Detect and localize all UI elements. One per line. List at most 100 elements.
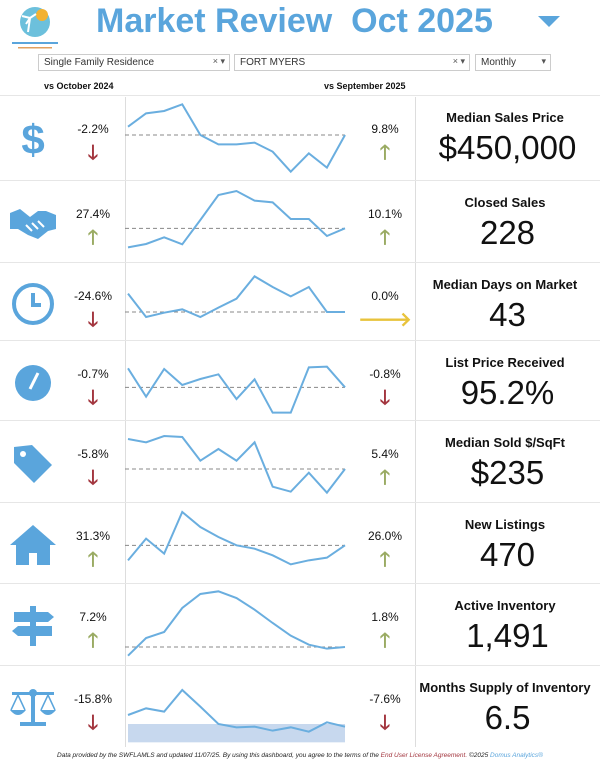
arrow-down-icon: 🡓 [87, 467, 99, 489]
clear-dropdown-icon[interactable]: × ▾ [452, 56, 465, 67]
metric-name: Median Days on Market [432, 277, 578, 292]
vs-month-change: -7.6% [369, 692, 401, 706]
sparkline-chart [125, 103, 346, 174]
handshake-icon [10, 209, 56, 239]
arrow-down-icon: 🡓 [379, 387, 391, 409]
trend-line [127, 434, 346, 495]
sparkline-chart [127, 688, 346, 743]
arrow-down-icon: 🡓 [87, 712, 99, 734]
arrow-up-icon: 🡑 [379, 630, 391, 652]
metric-value: $235 [470, 454, 545, 491]
arrow-down-icon: 🡓 [87, 309, 99, 331]
metric-value: 470 [479, 536, 536, 573]
signpost-icon [12, 606, 54, 646]
area-select[interactable]: FORT MYERS × ▾ [234, 54, 470, 71]
vs-month-change: 26.0% [367, 529, 403, 543]
footer-text: Data provided by the SWFLAMLS and update… [57, 752, 381, 759]
trend-line [127, 590, 346, 657]
metric-value: 95.2% [460, 374, 555, 411]
vs-year-change: 31.3% [75, 529, 111, 543]
period-select[interactable]: Monthly ▾ [475, 54, 551, 71]
arrow-flat-icon: 🡒 [358, 309, 412, 331]
metric-value: 6.5 [484, 699, 531, 736]
trend-line [127, 510, 346, 566]
vs-month-change: 9.8% [371, 122, 399, 136]
sparkline-chart [125, 590, 346, 657]
metric-name: New Listings [464, 517, 546, 532]
vs-month-change: 5.4% [371, 447, 399, 461]
metric-value: 43 [489, 296, 526, 333]
trend-line [127, 365, 346, 414]
dollar-icon: $ [21, 116, 44, 160]
vs-month-change: 10.1% [367, 207, 403, 221]
sparkline-chart [125, 365, 346, 414]
scales-icon [10, 689, 56, 726]
brand-link[interactable]: Domus Analytics® [490, 752, 543, 759]
metric-row: $ -2.2% 🡓 9.8% 🡑 Median Sales Price $450… [0, 95, 600, 177]
vs-year-change: -2.2% [77, 122, 109, 136]
vs-year-change: -0.7% [77, 367, 109, 381]
house-icon [10, 525, 56, 565]
period-dropdown-caret-icon[interactable] [538, 16, 560, 27]
divider [125, 97, 126, 747]
divider [415, 97, 416, 747]
metric-row: -24.6% 🡓 0.0% 🡒 Median Days on Market 43 [0, 262, 600, 344]
vs-month-change: 0.0% [371, 289, 399, 303]
metric-row: -0.7% 🡓 -0.8% 🡓 List Price Received 95.2… [0, 340, 600, 422]
property-type-select[interactable]: Single Family Residence × ▾ [38, 54, 230, 71]
trend-line [127, 189, 346, 249]
arrow-up-icon: 🡑 [379, 227, 391, 249]
clock-icon [12, 283, 54, 325]
metric-row: -5.8% 🡓 5.4% 🡑 Median Sold $/SqFt $235 [0, 420, 600, 502]
arrow-up-icon: 🡑 [87, 630, 99, 652]
trend-line [127, 103, 346, 174]
metric-value: $450,000 [438, 129, 577, 166]
copyright: ©2025 [467, 752, 491, 759]
metric-name: List Price Received [445, 355, 565, 370]
vs-month-header: vs September 2025 [324, 81, 406, 91]
property-type-value: Single Family Residence [44, 57, 155, 68]
period-value: Monthly [481, 57, 517, 68]
metric-name: Active Inventory [454, 598, 556, 613]
metric-row: 27.4% 🡑 10.1% 🡑 Closed Sales 228 [0, 180, 600, 262]
vs-month-change: 1.8% [371, 610, 399, 624]
vs-year-change: -5.8% [77, 447, 109, 461]
chevron-down-icon[interactable]: ▾ [541, 56, 546, 67]
vs-year-change: 7.2% [79, 610, 107, 624]
sparkline-chart [125, 189, 346, 249]
vs-year-change: 27.4% [75, 207, 111, 221]
vs-year-header: vs October 2024 [44, 81, 114, 91]
vs-month-change: -0.8% [369, 367, 401, 381]
area-value: FORT MYERS [240, 57, 306, 68]
trend-line [127, 688, 346, 733]
trend-line [127, 275, 345, 319]
metric-name: Months Supply of Inventory [419, 680, 591, 695]
eula-link[interactable]: End User License Agreement. [380, 752, 468, 759]
sparkline-chart [125, 510, 346, 566]
clear-dropdown-icon[interactable]: × ▾ [212, 56, 225, 67]
arrow-down-icon: 🡓 [87, 387, 99, 409]
arrow-down-icon: 🡓 [379, 712, 391, 734]
metric-value: 228 [479, 214, 536, 251]
price-tag-icon [14, 445, 52, 483]
gauge-icon [15, 365, 51, 401]
logo [8, 4, 62, 52]
metric-name: Median Sales Price [446, 110, 564, 125]
metric-value: 1,491 [466, 617, 549, 654]
metric-row: 31.3% 🡑 26.0% 🡑 New Listings 470 [0, 502, 600, 584]
arrow-up-icon: 🡑 [379, 549, 391, 571]
arrow-down-icon: 🡓 [87, 142, 99, 164]
metric-row: 7.2% 🡑 1.8% 🡑 Active Inventory 1,491 [0, 583, 600, 665]
footer: Data provided by the SWFLAMLS and update… [0, 752, 600, 760]
arrow-up-icon: 🡑 [379, 467, 391, 489]
sparkline-chart [125, 275, 345, 319]
arrow-up-icon: 🡑 [87, 227, 99, 249]
sparkline-chart [125, 434, 346, 495]
arrow-up-icon: 🡑 [379, 142, 391, 164]
page-title: Market Review Oct 2025 [96, 2, 493, 40]
band-area [128, 724, 345, 743]
metric-row: -15.8% 🡓 -7.6% 🡓 Months Supply of Invent… [0, 665, 600, 747]
svg-text:$: $ [21, 116, 44, 160]
vs-year-change: -15.8% [73, 692, 113, 706]
metric-name: Median Sold $/SqFt [445, 435, 565, 450]
